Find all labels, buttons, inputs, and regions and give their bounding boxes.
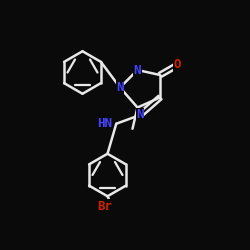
Text: N: N bbox=[116, 81, 124, 94]
Text: O: O bbox=[174, 58, 181, 71]
Text: N: N bbox=[134, 64, 141, 76]
Text: HN: HN bbox=[98, 117, 112, 130]
Text: N: N bbox=[136, 108, 144, 122]
Text: Br: Br bbox=[98, 200, 112, 213]
